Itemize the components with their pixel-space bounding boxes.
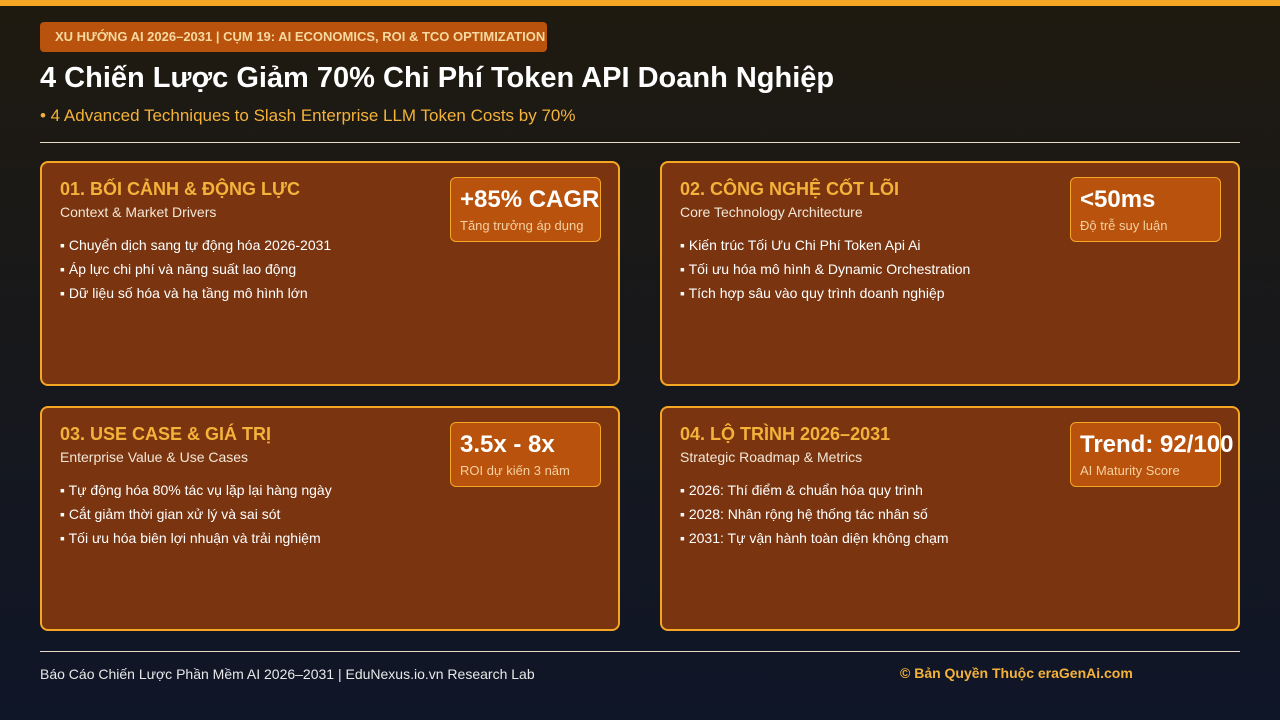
badge: XU HƯỚNG AI 2026–2031 | CỤM 19: AI ECONO… [40,22,547,52]
bullet: ▪ 2028: Nhân rộng hệ thống tác nhân số [680,506,928,522]
bullet: ▪ Áp lực chi phí và năng suất lao động [60,261,297,277]
bullet: ▪ Kiến trúc Tối Ưu Chi Phí Token Api Ai [680,237,921,253]
bullet: ▪ Dữ liệu số hóa và hạ tầng mô hình lớn [60,285,308,301]
bullet: ▪ Tự động hóa 80% tác vụ lặp lại hàng ng… [60,482,332,498]
metric-box: <50ms Độ trễ suy luận [1070,177,1221,242]
card: 01. BỐI CẢNH & ĐỘNG LỰC Context & Market … [40,161,620,386]
bullet: ▪ 2031: Tự vận hành toàn diện không chạm [680,530,949,546]
card-title: 03. USE CASE & GIÁ TRỊ [60,424,272,444]
metric-box: +85% CAGR Tăng trưởng áp dụng [450,177,601,242]
bullet-list: ▪ Tự động hóa 80% tác vụ lặp lại hàng ng… [60,478,332,550]
bullet: ▪ 2026: Thí điểm & chuẩn hóa quy trình [680,482,923,498]
metric-label: Tăng trưởng áp dụng [460,218,584,233]
bullet: ▪ Tối ưu hóa mô hình & Dynamic Orchestra… [680,261,971,277]
card-title: 02. CÔNG NGHỆ CỐT LÕI [680,179,900,199]
metric-value: Trend: 92/100 [1080,431,1234,458]
card-subtitle: Context & Market Drivers [60,204,217,220]
card-subtitle: Enterprise Value & Use Cases [60,449,249,465]
card-title: 04. LỘ TRÌNH 2026–2031 [680,424,891,444]
bullet: ▪ Tích hợp sâu vào quy trình doanh nghiệ… [680,285,945,301]
bullet-list: ▪ Kiến trúc Tối Ưu Chi Phí Token Api Ai ▪… [680,233,970,305]
card-subtitle: Core Technology Architecture [680,204,863,220]
card-title: 01. BỐI CẢNH & ĐỘNG LỰC [60,179,300,199]
metric-value: 3.5x - 8x [460,431,555,458]
subtitle: • 4 Advanced Techniques to Slash Enterpr… [40,106,576,125]
metric-box: Trend: 92/100 AI Maturity Score [1070,422,1233,487]
metric-label: Độ trễ suy luận [1080,218,1168,233]
bullet: ▪ Cắt giảm thời gian xử lý và sai sót [60,506,281,522]
title: 4 Chiến Lược Giảm 70% Chi Phí Token API … [40,62,835,94]
card-subtitle: Strategic Roadmap & Metrics [680,449,863,465]
divider [40,651,1240,652]
bullet-list: ▪ 2026: Thí điểm & chuẩn hóa quy trình ▪ … [680,478,949,550]
card: 04. LỘ TRÌNH 2026–2031 Strategic Roadmap … [660,406,1240,631]
footer-left: Báo Cáo Chiến Lược Phần Mềm AI 2026–2031… [40,666,535,682]
bullet-list: ▪ Chuyển dịch sang tự động hóa 2026-2031… [60,233,331,305]
card: 03. USE CASE & GIÁ TRỊ Enterprise Value &… [40,406,620,631]
metric-value: +85% CAGR [460,186,600,213]
metric-label: AI Maturity Score [1080,463,1180,478]
metric-value: <50ms [1080,186,1156,213]
bullet: ▪ Chuyển dịch sang tự động hóa 2026-2031 [60,237,332,253]
card: 02. CÔNG NGHỆ CỐT LÕI Core Technology Arc… [660,161,1240,386]
bullet: ▪ Tối ưu hóa biên lợi nhuận và trải nghi… [60,530,321,546]
metric-box: 3.5x - 8x ROI dự kiến 3 năm [450,422,601,487]
metric-label: ROI dự kiến 3 năm [460,463,570,478]
divider [40,142,1240,143]
footer-right: © Bản Quyền Thuộc eraGenAi.com [900,665,1133,681]
